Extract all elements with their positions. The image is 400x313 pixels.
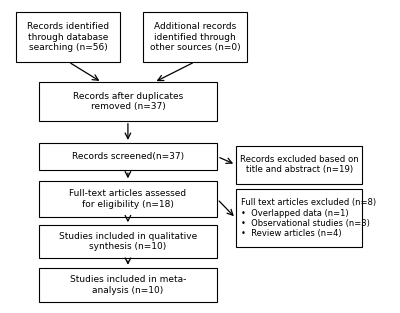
Text: Full text articles excluded (n=8)
•  Overlapped data (n=1)
•  Observational stud: Full text articles excluded (n=8) • Over… bbox=[242, 198, 376, 239]
FancyBboxPatch shape bbox=[236, 189, 362, 247]
FancyBboxPatch shape bbox=[39, 225, 217, 258]
FancyBboxPatch shape bbox=[39, 82, 217, 121]
FancyBboxPatch shape bbox=[16, 13, 120, 62]
Text: Additional records
identified through
other sources (n=0): Additional records identified through ot… bbox=[150, 22, 240, 52]
Text: Studies included in meta-
analysis (n=10): Studies included in meta- analysis (n=10… bbox=[70, 275, 186, 295]
Text: Records excluded based on
title and abstract (n=19): Records excluded based on title and abst… bbox=[240, 155, 358, 174]
FancyBboxPatch shape bbox=[39, 268, 217, 302]
FancyBboxPatch shape bbox=[143, 13, 247, 62]
FancyBboxPatch shape bbox=[39, 143, 217, 170]
Text: Studies included in qualitative
synthesis (n=10): Studies included in qualitative synthesi… bbox=[59, 232, 197, 251]
FancyBboxPatch shape bbox=[236, 146, 362, 184]
Text: Records after duplicates
removed (n=37): Records after duplicates removed (n=37) bbox=[73, 92, 183, 111]
Text: Records screened(n=37): Records screened(n=37) bbox=[72, 152, 184, 161]
Text: Full-text articles assessed
for eligibility (n=18): Full-text articles assessed for eligibil… bbox=[69, 189, 186, 209]
FancyBboxPatch shape bbox=[39, 181, 217, 217]
Text: Records identified
through database
searching (n=56): Records identified through database sear… bbox=[27, 22, 110, 52]
